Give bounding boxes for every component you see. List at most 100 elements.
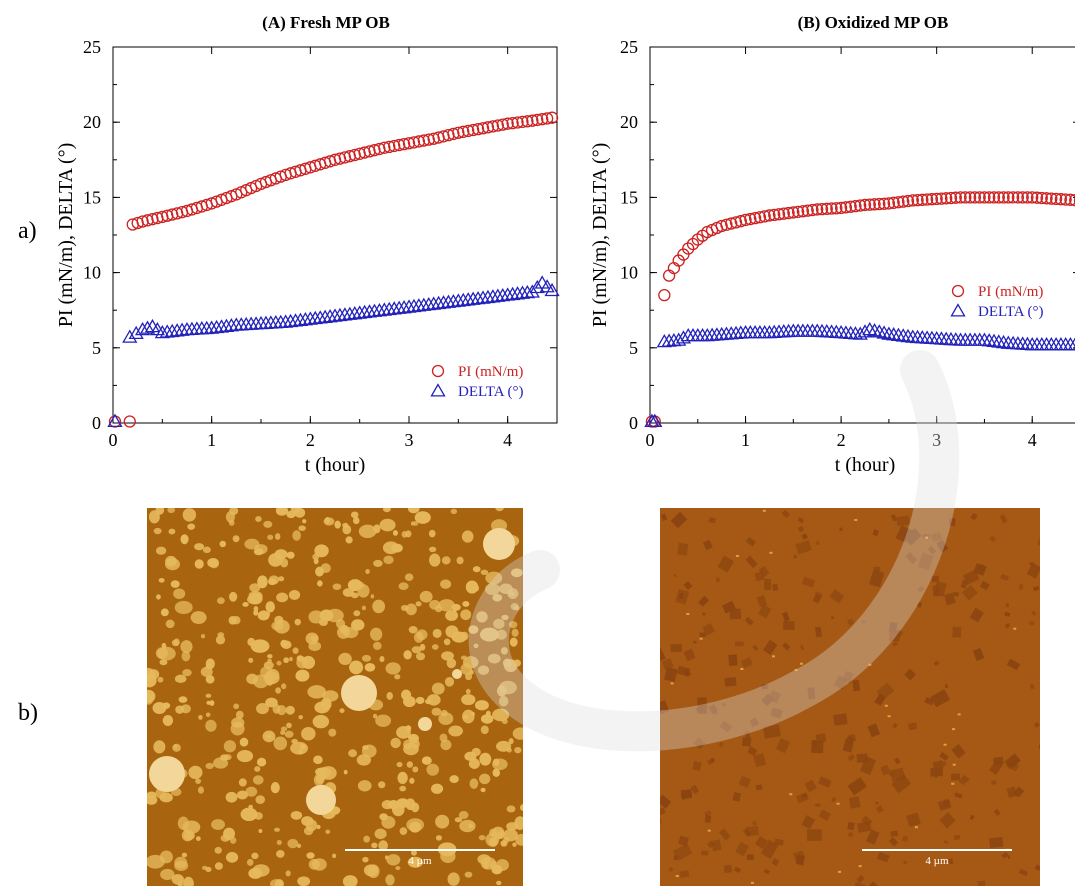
afm-speck xyxy=(858,865,862,868)
afm-droplet xyxy=(514,746,522,754)
afm-droplet xyxy=(511,628,519,637)
data-point-pi xyxy=(935,192,948,205)
afm-droplet xyxy=(160,868,175,881)
afm-droplet xyxy=(391,543,403,553)
afm-droplet xyxy=(364,663,376,672)
afm-droplet xyxy=(285,870,291,877)
afm-droplet xyxy=(428,546,437,553)
afm-patch xyxy=(953,591,960,597)
data-point-pi xyxy=(720,218,733,231)
afm-droplet xyxy=(443,638,451,646)
afm-droplet xyxy=(416,629,428,641)
data-point-pi xyxy=(658,289,671,302)
afm-patch xyxy=(977,880,986,886)
afm-patch xyxy=(896,515,910,526)
afm-droplet xyxy=(313,755,323,765)
afm-droplet xyxy=(276,592,289,603)
afm-image-oxidized: 4 µm xyxy=(660,508,1040,886)
afm-patch xyxy=(1029,621,1035,626)
afm-droplet xyxy=(343,769,348,775)
afm-patch xyxy=(892,722,898,729)
data-point-delta xyxy=(544,282,560,297)
afm-droplet xyxy=(174,856,188,869)
afm-patch xyxy=(752,644,759,651)
afm-droplet xyxy=(194,543,205,551)
data-point-pi xyxy=(877,197,891,210)
afm-patch xyxy=(861,620,866,624)
afm-patch xyxy=(733,866,742,874)
data-point-pi xyxy=(471,122,485,136)
afm-droplet xyxy=(162,714,174,726)
afm-droplet xyxy=(378,840,388,851)
afm-patch xyxy=(723,864,733,874)
afm-patch xyxy=(888,630,900,642)
afm-droplet xyxy=(249,583,261,593)
afm-patch xyxy=(801,576,816,588)
data-point-pi xyxy=(715,219,728,233)
afm-droplet xyxy=(274,827,280,832)
afm-patch xyxy=(814,626,823,638)
afm-droplet xyxy=(495,629,507,640)
afm-droplet xyxy=(403,696,416,708)
afm-patch xyxy=(989,837,1004,848)
afm-droplet xyxy=(157,646,176,661)
afm-droplet xyxy=(411,859,418,867)
afm-droplet xyxy=(198,714,203,720)
afm-droplet xyxy=(328,728,337,737)
afm-droplet xyxy=(291,738,298,744)
afm-patch xyxy=(944,592,956,606)
afm-patch xyxy=(908,722,918,731)
x-tick-label: 2 xyxy=(306,430,315,450)
afm-droplet xyxy=(412,766,419,773)
y-tick-label: 25 xyxy=(83,37,101,57)
afm-patch xyxy=(867,881,881,886)
afm-patch xyxy=(949,518,956,526)
afm-droplet xyxy=(411,849,417,856)
afm-patch xyxy=(668,866,674,872)
afm-droplet xyxy=(426,694,441,706)
chart-title: (A) Fresh MP OB xyxy=(262,13,390,32)
afm-droplet xyxy=(235,710,244,719)
afm-patch xyxy=(979,580,990,591)
afm-droplet xyxy=(378,781,386,789)
afm-patch xyxy=(1005,603,1009,608)
afm-large-droplet xyxy=(149,756,185,792)
data-point-pi xyxy=(811,203,824,216)
data-point-pi xyxy=(725,217,738,230)
data-point-pi xyxy=(834,201,848,215)
data-point-delta xyxy=(866,323,883,337)
afm-droplet xyxy=(276,660,282,666)
afm-droplet xyxy=(219,540,227,548)
afm-droplet xyxy=(276,839,282,846)
data-point-pi xyxy=(1064,193,1075,206)
afm-patch xyxy=(932,760,944,770)
x-tick-label: 3 xyxy=(405,430,414,450)
afm-patch xyxy=(815,540,820,546)
afm-droplet xyxy=(447,872,460,886)
afm-patch xyxy=(951,744,966,759)
afm-patch xyxy=(734,641,744,647)
afm-droplet xyxy=(469,669,474,675)
data-point-pi xyxy=(830,202,843,215)
afm-droplet xyxy=(403,650,412,660)
afm-patch xyxy=(869,569,885,588)
afm-droplet xyxy=(441,651,454,661)
afm-droplet xyxy=(435,814,450,829)
row-label-a: a) xyxy=(18,218,37,244)
afm-droplet xyxy=(167,508,176,514)
afm-droplet xyxy=(509,637,518,647)
afm-droplet xyxy=(292,647,299,654)
data-point-pi xyxy=(868,198,881,211)
afm-droplet xyxy=(325,829,331,834)
data-point-pi xyxy=(540,112,554,125)
afm-droplet xyxy=(506,822,518,831)
afm-droplet xyxy=(295,669,310,682)
data-point-pi xyxy=(1016,191,1029,204)
afm-droplet xyxy=(245,786,258,797)
afm-large-droplet xyxy=(483,528,515,560)
afm-droplet xyxy=(438,712,454,725)
afm-patch xyxy=(1005,623,1009,629)
afm-patch xyxy=(839,527,843,532)
afm-droplet xyxy=(182,508,197,522)
afm-patch xyxy=(704,815,712,823)
